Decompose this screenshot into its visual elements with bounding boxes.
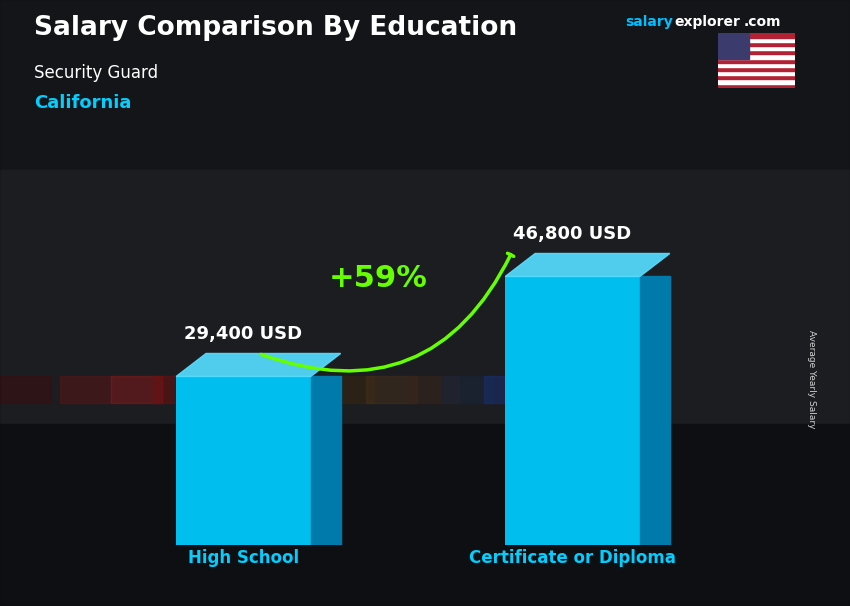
Text: High School: High School (188, 548, 299, 567)
Polygon shape (640, 276, 670, 545)
Bar (718, 50, 795, 55)
Bar (176, 376, 311, 545)
Bar (718, 33, 749, 59)
Text: explorer: explorer (674, 15, 740, 29)
Text: 46,800 USD: 46,800 USD (513, 225, 632, 243)
Text: .com: .com (744, 15, 781, 29)
Polygon shape (176, 353, 341, 376)
Text: Average Yearly Salary: Average Yearly Salary (808, 330, 816, 428)
Bar (153, 376, 204, 403)
Bar (718, 46, 795, 50)
Bar (718, 67, 795, 71)
Bar (561, 376, 612, 403)
Bar (0, 170, 850, 424)
Bar (0, 0, 850, 170)
Bar (0, 376, 51, 403)
Bar (110, 376, 162, 403)
Bar (718, 42, 795, 46)
Bar (408, 376, 459, 403)
Bar (718, 71, 795, 75)
Bar (60, 376, 110, 403)
Bar (366, 376, 416, 403)
Bar (718, 62, 795, 67)
Text: California: California (34, 94, 132, 112)
Text: salary: salary (625, 15, 672, 29)
Bar (505, 276, 640, 545)
Bar (718, 75, 795, 79)
Bar (442, 376, 493, 403)
Bar (196, 376, 246, 403)
Text: Security Guard: Security Guard (34, 64, 158, 82)
Polygon shape (311, 376, 341, 545)
Text: Certificate or Diploma: Certificate or Diploma (469, 548, 676, 567)
Bar (718, 79, 795, 84)
Bar (280, 376, 332, 403)
Bar (595, 376, 646, 403)
Bar (718, 84, 795, 88)
Polygon shape (505, 253, 670, 276)
Bar (718, 33, 795, 38)
Bar (718, 59, 795, 62)
Bar (238, 376, 289, 403)
Bar (0, 424, 850, 606)
Bar (527, 376, 578, 403)
Text: Salary Comparison By Education: Salary Comparison By Education (34, 15, 517, 41)
Bar (484, 376, 536, 403)
Bar (718, 55, 795, 59)
Bar (323, 376, 374, 403)
Text: 29,400 USD: 29,400 USD (184, 325, 303, 343)
Bar (718, 38, 795, 42)
Text: +59%: +59% (329, 264, 428, 293)
